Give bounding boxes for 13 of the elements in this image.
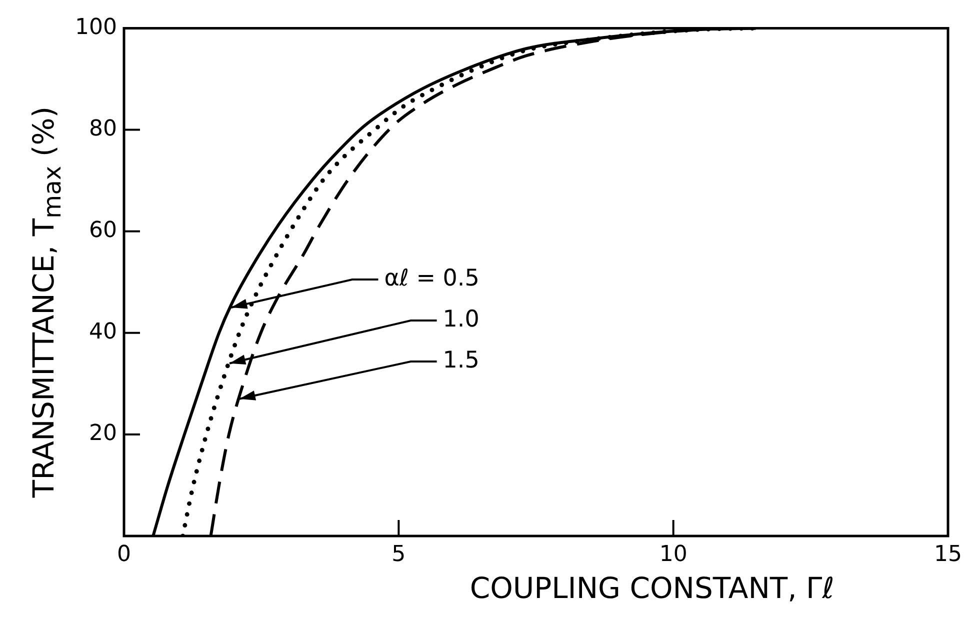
y-tick-label: 60 <box>89 218 117 244</box>
annotation: αℓ = 0.5 <box>384 265 480 292</box>
x-tick-label: 10 <box>659 542 688 567</box>
x-axis-title: COUPLING CONSTANT, Γℓ <box>470 571 834 605</box>
y-tick-label: 100 <box>75 14 117 40</box>
y-tick-label: 40 <box>89 320 117 345</box>
x-tick-label: 15 <box>934 542 962 567</box>
y-tick-label: 20 <box>89 421 117 446</box>
annotation: 1.0 <box>442 306 480 332</box>
annotation: 1.5 <box>442 347 480 374</box>
x-tick-label: 5 <box>392 542 406 567</box>
x-tick-label: 0 <box>117 542 131 567</box>
y-tick-label: 80 <box>89 116 117 142</box>
